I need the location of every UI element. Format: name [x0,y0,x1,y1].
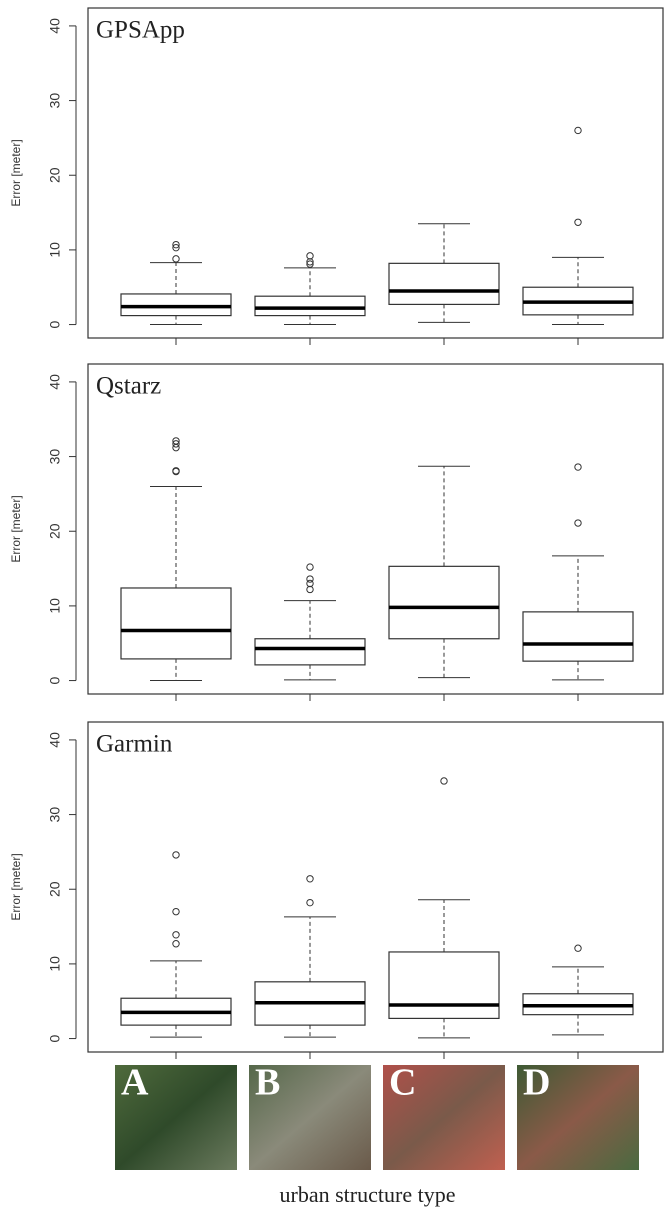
y-tick-label: 10 [47,598,63,614]
category-label: C [389,1062,416,1104]
outlier [306,252,314,260]
category-photo [249,1065,371,1170]
y-tick-label: 40 [47,374,63,390]
category-photo [115,1065,237,1170]
box [120,293,232,317]
panel-title: Qstarz [96,373,161,400]
y-axis-label: Error [meter] [9,853,23,920]
box [388,951,500,1020]
outlier [172,240,180,249]
outlier [172,255,180,263]
outlier [306,875,314,883]
outlier [172,940,180,948]
y-tick-label: 0 [47,320,63,328]
y-tick-label: 40 [47,732,63,748]
outlier [574,944,582,952]
outlier [306,898,314,907]
outlier [574,218,582,226]
outlier [306,260,314,268]
y-tick-label: 30 [47,93,63,109]
box [254,638,366,666]
y-axis-label: Error [meter] [9,139,23,206]
y-tick-label: 20 [47,881,63,897]
outlier [574,463,582,471]
box [254,295,366,317]
outlier [172,440,180,448]
outlier [172,851,180,859]
category-photo [383,1065,505,1170]
plot-frame [87,363,664,695]
box [522,611,634,662]
outlier [172,907,180,916]
y-tick-label: 0 [47,676,63,684]
category-label: B [255,1062,280,1104]
y-tick-label: 0 [47,1034,63,1042]
outlier [172,443,180,452]
category-label: D [523,1062,550,1104]
plot-frame [87,7,664,339]
outlier [172,243,180,252]
y-tick-label: 30 [47,807,63,823]
category-photo [517,1065,639,1170]
y-tick-label: 20 [47,523,63,539]
panel-title: Garmin [96,731,173,758]
y-tick-label: 10 [47,956,63,972]
outlier [574,126,582,135]
box [120,587,232,660]
plot-frame [87,721,664,1053]
y-axis-label: Error [meter] [9,495,23,562]
y-tick-label: 20 [47,167,63,183]
y-tick-label: 40 [47,18,63,34]
category-label: A [121,1062,149,1104]
box [388,262,500,306]
outlier [574,519,582,527]
panel-title: GPSApp [96,17,185,44]
outlier [306,579,314,588]
outlier [172,467,180,475]
box [388,565,500,640]
outlier [306,585,314,594]
y-tick-label: 10 [47,242,63,258]
outlier [306,563,314,571]
outlier [440,777,448,785]
outlier [306,575,314,583]
outlier [172,437,180,445]
y-tick-label: 30 [47,449,63,465]
outlier [172,931,180,939]
x-axis-label: urban structure type [280,1182,456,1207]
